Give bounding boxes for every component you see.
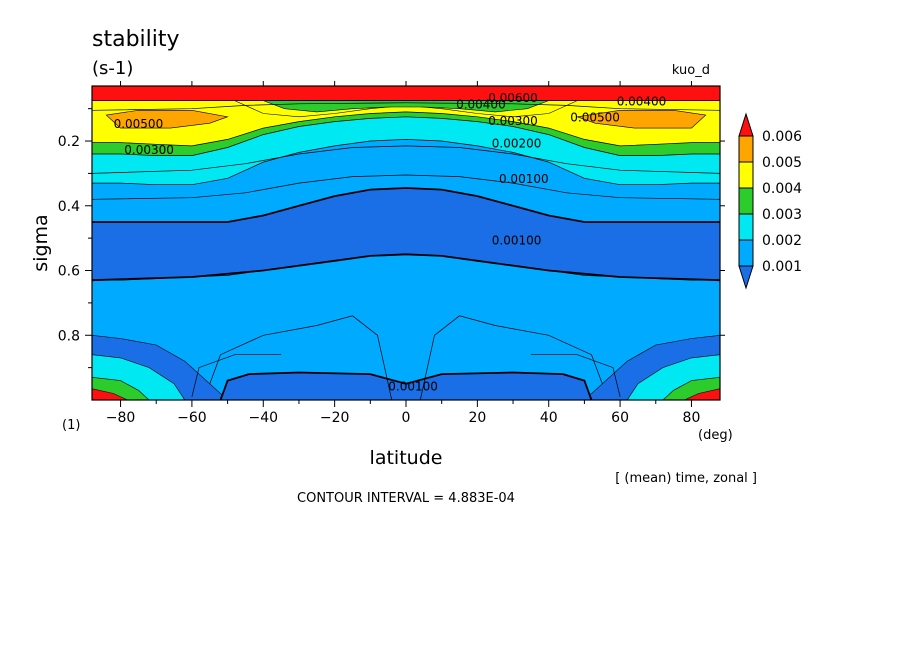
contour-patch-6 xyxy=(92,388,128,400)
x-tick-label: −80 xyxy=(106,410,136,426)
contour-label: 0.00500 xyxy=(570,111,620,125)
contour-label: 0.00100 xyxy=(499,172,549,186)
x-axis-ticks: −80 −60 −40 −20 0 20 40 60 80 xyxy=(106,81,701,426)
contour-label: 0.00400 xyxy=(456,98,506,112)
contour-band-4 xyxy=(92,139,720,222)
contour-band-5 xyxy=(92,188,720,281)
contour-line-0.001 xyxy=(92,187,720,223)
operation-note: [ (mean) time, zonal ] xyxy=(615,471,757,486)
contour-edge-1 xyxy=(92,111,720,147)
contour-label: 0.00600 xyxy=(488,91,538,105)
contour-edge-3 xyxy=(92,139,720,186)
x-tick-label: −60 xyxy=(177,410,207,426)
contour-edge-2 xyxy=(92,116,720,156)
colorbar-swatch xyxy=(738,187,754,215)
contour-label: 0.00100 xyxy=(492,234,542,248)
x-tick-label: 60 xyxy=(611,410,629,426)
contour-patch-10 xyxy=(577,110,707,129)
x-tick-label: −20 xyxy=(320,410,350,426)
chart-title: stability xyxy=(92,27,180,52)
colorbar-label: 0.006 xyxy=(762,129,802,145)
y-tick-label: 0.6 xyxy=(58,264,80,280)
colorbar-swatch xyxy=(738,161,754,189)
x-unit: (deg) xyxy=(698,428,733,443)
plot-area: 0.005000.003000.006000.004000.003000.002… xyxy=(92,86,720,400)
contour-patch-7 xyxy=(684,388,720,400)
x-tick-label: −40 xyxy=(248,410,278,426)
contour-line-5 xyxy=(191,354,282,397)
contour-line-0 xyxy=(92,102,720,111)
colorbar-max-arrow xyxy=(738,112,754,137)
contour-line-0.001 xyxy=(92,253,720,282)
chart-units: (s-1) xyxy=(92,58,133,79)
filled-contours xyxy=(92,86,720,400)
colorbar-label: 0.005 xyxy=(762,155,802,171)
contour-lines xyxy=(92,100,720,400)
colorbar-label: 0.003 xyxy=(762,207,802,223)
contour-line-2 xyxy=(92,174,720,200)
x-tick-label: 0 xyxy=(402,410,411,426)
contour-line-1 xyxy=(92,145,720,174)
filled-contour-patches xyxy=(92,100,720,400)
contour-label: 0.00200 xyxy=(492,137,542,151)
colorbar-swatch xyxy=(738,239,754,267)
y-tick-label: 0.8 xyxy=(58,328,80,344)
contour-band-6 xyxy=(92,254,720,400)
colorbar-label: 0.002 xyxy=(762,233,802,249)
contour-label: 0.00400 xyxy=(617,94,667,108)
run-label: kuo_d xyxy=(672,63,710,78)
contour-band-1 xyxy=(92,100,720,146)
contour-line-3 xyxy=(209,315,393,400)
x-tick-label: 80 xyxy=(683,410,701,426)
colorbar: 0.001 0.002 0.003 0.004 0.005 0.006 xyxy=(738,112,802,290)
y-tick-label: 0.4 xyxy=(58,199,80,215)
colorbar-label: 0.004 xyxy=(762,181,802,197)
x-tick-label: 20 xyxy=(468,410,486,426)
colorbar-swatch xyxy=(738,213,754,241)
contour-band-3 xyxy=(92,116,720,185)
contour-label: 0.00300 xyxy=(124,143,174,157)
contour-line-4 xyxy=(419,315,603,400)
contour-labels: 0.005000.003000.006000.004000.003000.002… xyxy=(114,91,667,393)
y-unit: (1) xyxy=(62,418,80,433)
contour-line-6 xyxy=(530,354,621,397)
y-axis-ticks: 0.2 0.4 0.6 0.8 xyxy=(58,108,725,369)
contour-label: 0.00100 xyxy=(388,379,438,393)
contour-band-0 xyxy=(92,86,720,101)
x-axis-label: latitude xyxy=(370,447,443,469)
contour-label: 0.00300 xyxy=(488,114,538,128)
contour-label: 0.00500 xyxy=(114,117,164,131)
x-tick-label: 40 xyxy=(540,410,558,426)
colorbar-swatch xyxy=(738,135,754,163)
y-axis-label: sigma xyxy=(30,214,52,271)
colorbar-min-arrow xyxy=(738,265,754,290)
contour-line-0.001 xyxy=(219,371,593,400)
colorbar-label: 0.001 xyxy=(762,259,802,275)
contour-band-2 xyxy=(92,111,720,156)
contour-patch-9 xyxy=(105,110,229,129)
y-tick-label: 0.2 xyxy=(58,134,80,150)
contour-interval: CONTOUR INTERVAL = 4.883E-04 xyxy=(297,491,515,506)
